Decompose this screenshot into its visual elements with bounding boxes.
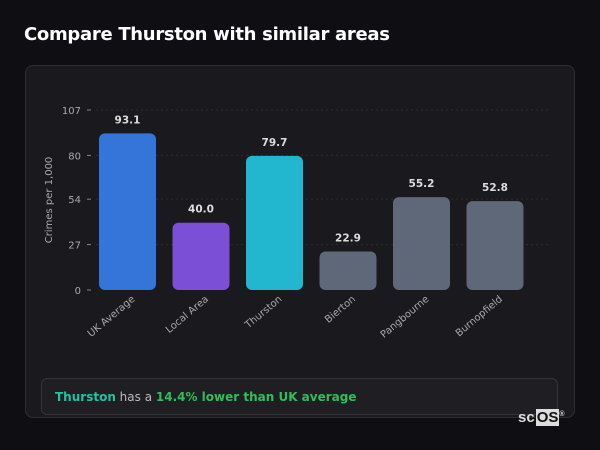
data-label: 55.2 xyxy=(409,178,435,190)
summary-text: has a xyxy=(115,390,156,404)
x-tick-label: Bierton xyxy=(323,294,358,326)
logo: sc OS® xyxy=(517,409,565,426)
data-label: 93.1 xyxy=(115,114,141,126)
bar-bierton xyxy=(319,251,377,290)
x-tick-label: Burnopfield xyxy=(454,294,505,339)
x-tick-label: Thurston xyxy=(243,294,285,332)
y-tick-label: 0 xyxy=(75,286,81,297)
summary-highlight: 14.4% lower than UK average xyxy=(155,390,357,404)
logo-prefix: sc xyxy=(518,409,535,426)
bar-pangbourne xyxy=(393,197,450,290)
logo-boxed: OS xyxy=(535,409,560,426)
y-axis-label: Crimes per 1,000 xyxy=(44,157,55,244)
data-label: 52.8 xyxy=(482,182,508,194)
data-label: 22.9 xyxy=(335,232,361,244)
x-tick-label: UK Average xyxy=(86,294,138,340)
x-tick-label: Local Area xyxy=(164,294,211,336)
summary-area: Thurston xyxy=(55,390,116,404)
bar-burnopfield xyxy=(466,201,524,290)
data-label: 40.0 xyxy=(188,204,214,216)
page-title: Compare Thurston with similar areas xyxy=(24,24,390,45)
bar-thurston xyxy=(246,155,303,290)
bar-local-area xyxy=(172,222,230,290)
y-tick-label: 27 xyxy=(68,241,81,252)
y-tick-label: 54 xyxy=(68,195,81,206)
summary-box: Thurston has a 14.4% lower than UK avera… xyxy=(41,378,558,415)
x-tick-label: Pangbourne xyxy=(379,294,432,341)
y-tick-label: 80 xyxy=(68,151,81,162)
data-label: 79.7 xyxy=(262,137,288,149)
logo-mark: ® xyxy=(559,411,565,418)
y-tick-label: 107 xyxy=(62,106,81,117)
bar-uk-average xyxy=(99,133,156,290)
